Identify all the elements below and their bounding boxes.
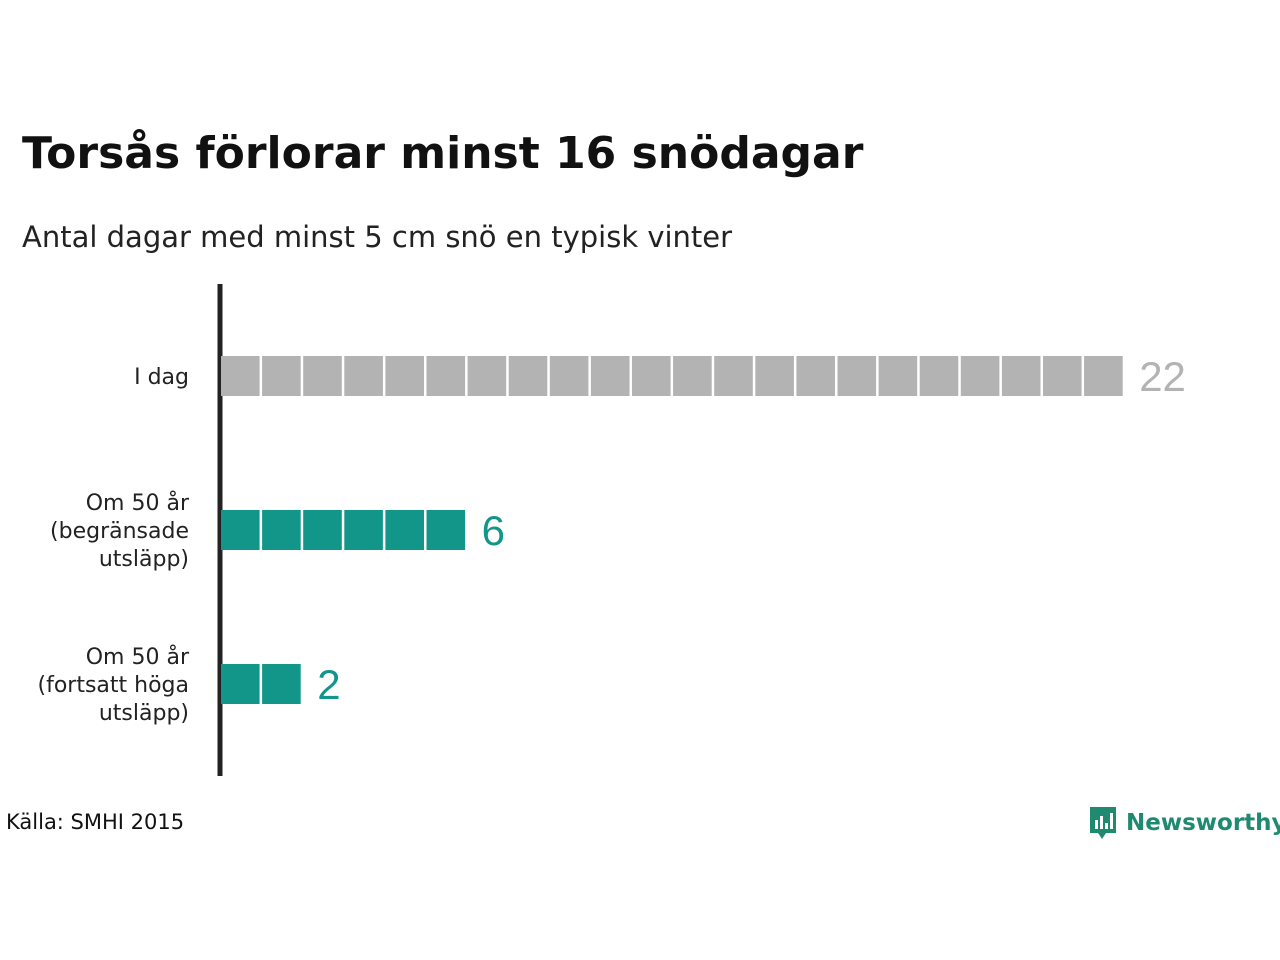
bar-unit [344, 356, 383, 396]
bar-unit [467, 356, 507, 396]
bars-group: 22 I dag 6 Om 50 år (begränsade utsläpp) 2 Om 5… [38, 353, 1186, 726]
bar-unit [221, 510, 260, 550]
value-label: 22 [1139, 353, 1186, 400]
category-label-line: (fortsatt höga [38, 673, 190, 698]
bar-unit [221, 356, 260, 396]
category-label-line: utsläpp) [99, 547, 189, 572]
bar-unit [262, 664, 301, 704]
bar-unit [590, 356, 630, 396]
bar-unit [426, 356, 466, 396]
category-label-line: I dag [134, 365, 189, 390]
bar-unit [303, 356, 342, 396]
bar-unit [796, 356, 835, 396]
bar-unit [1001, 356, 1041, 396]
bar-unit [344, 510, 383, 550]
bar-unit [385, 356, 424, 396]
bar-unit [714, 356, 753, 396]
bar-unit [837, 356, 877, 396]
category-label-line: utsläpp) [99, 701, 189, 726]
bar-unit [1084, 356, 1123, 396]
source-note: Källa: SMHI 2015 [6, 810, 185, 834]
value-label: 6 [482, 507, 505, 554]
chart-subtitle: Antal dagar med minst 5 cm snö en typisk… [22, 220, 733, 254]
category-label: Om 50 år (begränsade utsläpp) [50, 490, 190, 572]
bar-unit [221, 664, 260, 704]
category-label-line: Om 50 år [86, 490, 190, 516]
newsworthy-logo-icon [1090, 807, 1116, 839]
bar-unit [632, 356, 671, 396]
bar-unit [262, 510, 301, 550]
bar-unit [303, 510, 342, 550]
chart-title: Torsås förlorar minst 16 snödagar [22, 128, 864, 179]
category-label: Om 50 år (fortsatt höga utsläpp) [38, 644, 190, 726]
brand-name: Newsworthy [1126, 810, 1280, 836]
category-label: I dag [134, 365, 189, 390]
brand-logo: Newsworthy [1088, 803, 1280, 843]
bar-unit [960, 356, 1000, 396]
bar-unit [385, 510, 424, 550]
bar-unit [549, 356, 589, 396]
bar-unit [508, 356, 548, 396]
value-label: 2 [317, 661, 340, 708]
bar-unit [755, 356, 794, 396]
bar-unit [1043, 356, 1082, 396]
bar-unit [673, 356, 712, 396]
category-label-line: (begränsade [50, 519, 189, 544]
category-label-line: Om 50 år [86, 644, 190, 670]
bar-unit [426, 510, 466, 550]
bar-unit [919, 356, 959, 396]
bar-unit [878, 356, 918, 396]
bar-unit [262, 356, 301, 396]
